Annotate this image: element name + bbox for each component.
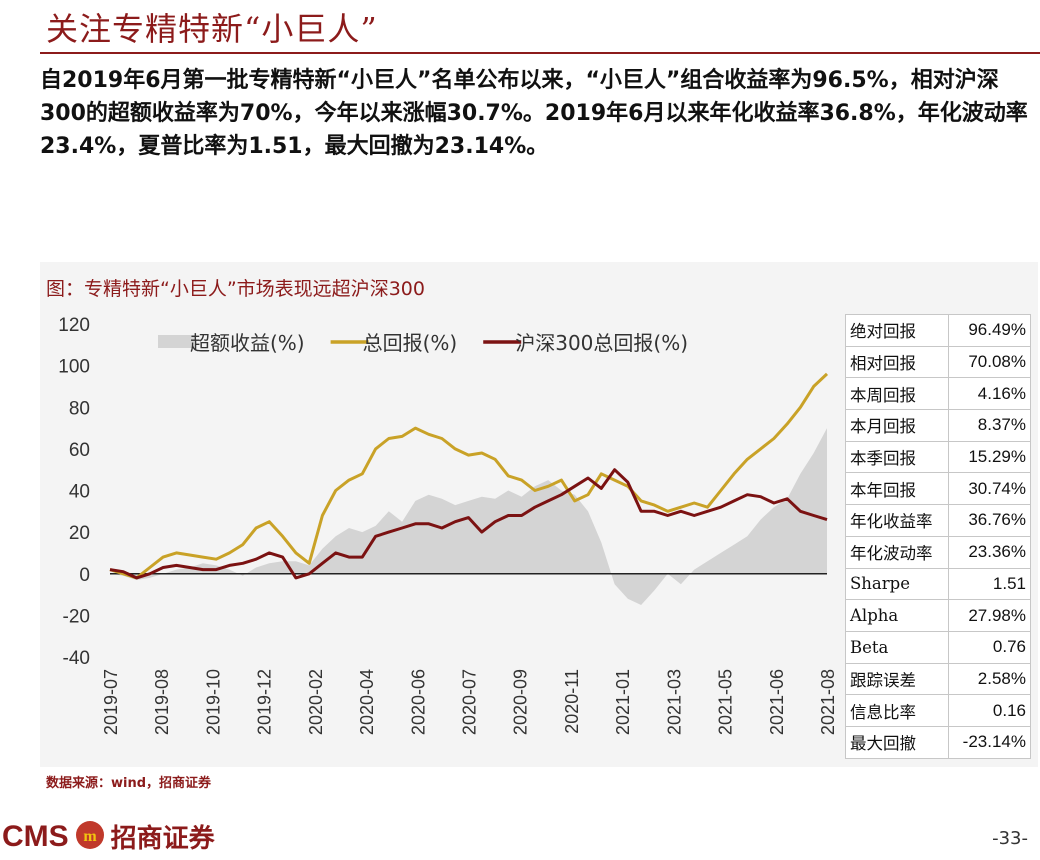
stats-row: Sharpe 1.51 — [844, 567, 1031, 601]
y-tick-label: 60 — [69, 440, 90, 461]
stats-row: 本月回报 8.37% — [844, 409, 1031, 442]
legend-swatch — [158, 335, 196, 348]
stats-value: -23.14% — [948, 725, 1031, 759]
logo-text-cn: 招商证券 — [110, 824, 215, 854]
y-tick-label: 20 — [69, 523, 90, 544]
stats-value: 96.49% — [948, 314, 1031, 347]
y-tick-label: 0 — [79, 565, 90, 586]
stats-value: 8.37% — [948, 409, 1031, 442]
stats-row: 跟踪误差 2.58% — [844, 662, 1031, 696]
stats-label: 最大回撤 — [844, 725, 950, 759]
stats-label: 绝对回报 — [844, 314, 950, 347]
stats-label: 本季回报 — [844, 440, 950, 474]
stats-label: 本年回报 — [844, 472, 950, 506]
stats-row: 最大回撤 -23.14% — [844, 725, 1031, 759]
stats-row: 绝对回报 96.49% — [844, 314, 1031, 347]
stats-label: 本月回报 — [844, 409, 950, 442]
stats-row: 本年回报 30.74% — [844, 472, 1031, 506]
series-hs300-line — [109, 468, 828, 580]
stats-value: 70.08% — [948, 345, 1031, 379]
stats-label: 信息比率 — [844, 694, 950, 727]
x-tick-label: 2020-07 — [460, 669, 480, 735]
svg-text:m: m — [83, 828, 97, 845]
x-tick-label: 2021-03 — [664, 669, 684, 735]
y-tick-label: 40 — [69, 482, 90, 503]
y-tick-label: -40 — [63, 648, 90, 669]
x-tick-label: 2021-01 — [613, 669, 633, 735]
x-tick-label: 2020-02 — [306, 669, 326, 735]
title-divider — [40, 52, 1040, 54]
x-tick-label: 2019-10 — [203, 669, 223, 735]
x-tick-label: 2020-11 — [562, 669, 582, 734]
stats-row: 年化波动率 23.36% — [844, 535, 1031, 569]
stats-value: 36.76% — [948, 504, 1031, 537]
page-number: -33- — [992, 828, 1028, 849]
x-tick-label: 2021-06 — [767, 669, 787, 735]
stats-row: 年化收益率 36.76% — [844, 504, 1031, 537]
stats-value: 27.98% — [948, 599, 1031, 632]
stats-label: 年化收益率 — [844, 504, 950, 537]
stats-row: 信息比率 0.16 — [844, 694, 1031, 727]
series-portfolio-line — [109, 372, 829, 580]
stats-value: 4.16% — [948, 377, 1031, 411]
stats-value: 30.74% — [948, 472, 1031, 506]
x-tick-label: 2019-12 — [255, 669, 275, 735]
stats-row: 本周回报 4.16% — [844, 377, 1031, 411]
logo-text-en: CMS — [2, 819, 69, 853]
stats-value: 23.36% — [948, 535, 1031, 569]
y-tick-label: 80 — [69, 398, 90, 419]
legend-label: 超额收益(%) — [190, 331, 305, 355]
x-tick-label: 2019-08 — [152, 669, 172, 735]
stats-label: 本周回报 — [844, 377, 950, 411]
stats-row: 相对回报 70.08% — [844, 345, 1031, 379]
stats-label: 跟踪误差 — [844, 662, 950, 696]
x-tick-label: 2020-09 — [511, 669, 531, 735]
page-title: 关注专精特新“小巨人” — [46, 10, 378, 48]
y-tick-label: 100 — [58, 357, 90, 378]
stats-row: 本季回报 15.29% — [844, 440, 1031, 474]
stats-label: 年化波动率 — [844, 535, 950, 569]
summary-text: 自2019年6月第一批专精特新“小巨人”名单公布以来，“小巨人”组合收益率为96… — [40, 68, 1028, 159]
stats-label: Beta — [844, 630, 950, 664]
x-tick-label: 2020-06 — [408, 669, 428, 735]
stats-value: 0.16 — [948, 694, 1031, 727]
performance-chart: -40 -20 0 20 40 60 80 100 120 2019-07 2019-08 2019-… — [58, 315, 838, 735]
stats-label: Alpha — [844, 599, 950, 632]
stats-value: 0.76 — [948, 630, 1031, 664]
stats-row: Beta 0.76 — [844, 630, 1031, 664]
y-tick-label: -20 — [63, 606, 90, 627]
cms-logo: CMS m 招商证券 — [2, 818, 215, 855]
stats-table: 绝对回报 96.49% 相对回报 70.08% 本周回报 4.16% 本月回报 8.37… — [844, 314, 1031, 759]
x-tick-label: 2021-05 — [716, 669, 736, 735]
stats-value: 15.29% — [948, 440, 1031, 474]
legend-label: 总回报(%) — [363, 331, 458, 355]
data-source: 数据来源：wind，招商证券 — [46, 776, 212, 791]
legend-label: 沪深300总回报(%) — [515, 331, 688, 355]
stats-label: Sharpe — [844, 567, 950, 601]
stats-value: 2.58% — [948, 662, 1031, 696]
x-tick-label: 2020-04 — [357, 669, 377, 735]
logo-emblem-icon: m — [75, 820, 105, 854]
x-tick-label: 2019-07 — [101, 669, 121, 735]
stats-value: 1.51 — [948, 567, 1031, 601]
stats-label: 相对回报 — [844, 345, 950, 379]
chart-title: 图：专精特新“小巨人”市场表现远超沪深300 — [46, 278, 425, 300]
stats-row: Alpha 27.98% — [844, 599, 1031, 632]
y-tick-label: 120 — [58, 315, 90, 336]
x-tick-label: 2021-08 — [818, 669, 838, 735]
